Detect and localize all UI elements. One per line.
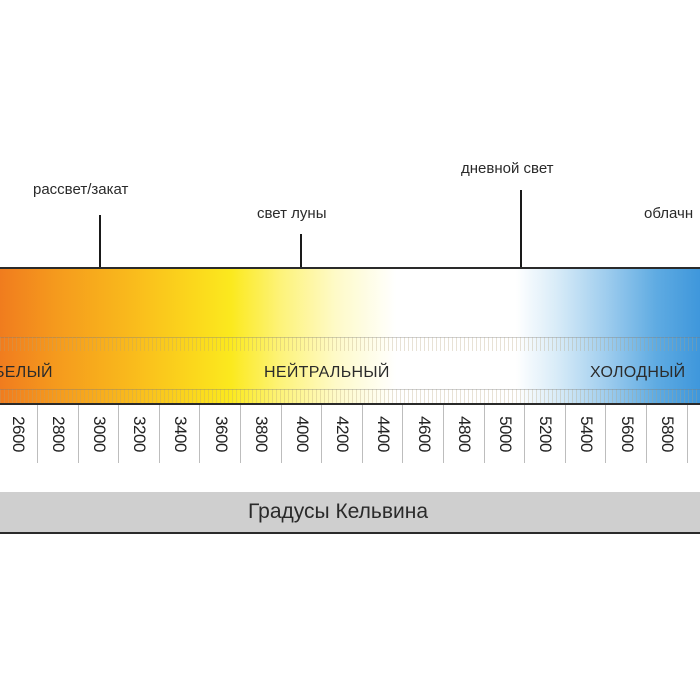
callout-daylight-label: дневной свет: [461, 160, 554, 177]
footer-title: Градусы Кельвина: [247, 500, 429, 523]
callout-sunrise-line: [99, 215, 101, 301]
kelvin-tick: 4200: [323, 405, 363, 463]
band-upper-divider: [0, 337, 700, 338]
kelvin-tick-label: 2600: [8, 416, 28, 452]
zone-label-cold: ХОЛОДНЫЙ: [590, 364, 686, 381]
kelvin-tick-label: 4200: [333, 416, 353, 452]
kelvin-tick-label: 5600: [617, 416, 637, 452]
kelvin-tick: 3000: [79, 405, 120, 463]
kelvin-tick-label: 5000: [495, 416, 515, 452]
kelvin-tick: 3600: [201, 405, 241, 463]
kelvin-tick-label: 4600: [414, 416, 434, 452]
band-lower-hatch: [0, 389, 700, 403]
zone-label-neutral: НЕЙТРАЛЬНЫЙ: [264, 364, 390, 381]
kelvin-tick: 3200: [120, 405, 160, 463]
kelvin-tick-label: 4800: [455, 416, 475, 452]
kelvin-tick-label: 3600: [211, 416, 231, 452]
kelvin-tick: 4400: [363, 405, 404, 463]
kelvin-tick: 5200: [526, 405, 566, 463]
kelvin-tick-label: 5400: [576, 416, 596, 452]
kelvin-tick: 5400: [566, 405, 607, 463]
color-temperature-gradient-bar: БЕЛЫЙ НЕЙТРАЛЬНЫЙ ХОЛОДНЫЙ: [0, 267, 700, 405]
kelvin-tick-label: 3800: [252, 416, 272, 452]
callout-daylight-line: [520, 190, 522, 301]
kelvin-tick: 4000: [282, 405, 323, 463]
kelvin-tick: 5600: [607, 405, 647, 463]
kelvin-tick: 2800: [39, 405, 79, 463]
kelvin-tick: 4800: [445, 405, 485, 463]
band-lower-divider: [0, 389, 700, 390]
kelvin-scale: 2600 2800 3000 3200 3400 3600 3800 4000 4200 4400…: [0, 405, 700, 463]
kelvin-tick: 4600: [404, 405, 444, 463]
band-upper-hatch: [0, 337, 700, 351]
kelvin-footer-bar: Градусы Кельвина: [0, 492, 700, 534]
kelvin-tick: 5800: [648, 405, 688, 463]
zone-label-warm: БЕЛЫЙ: [0, 364, 53, 381]
kelvin-tick-label: 3000: [89, 416, 109, 452]
kelvin-tick-label: 5800: [658, 416, 678, 452]
kelvin-tick-label: 5200: [536, 416, 556, 452]
kelvin-tick: 3800: [242, 405, 282, 463]
kelvin-tick: 5000: [485, 405, 526, 463]
callout-cloudy-label: облачн: [644, 205, 694, 222]
kelvin-tick: 2600: [0, 405, 38, 463]
kelvin-tick-label: 3200: [130, 416, 150, 452]
kelvin-tick-label: 4000: [292, 416, 312, 452]
callout-moon-label: свет луны: [257, 205, 327, 222]
kelvin-tick: 3400: [160, 405, 201, 463]
kelvin-tick-label: 3400: [170, 416, 190, 452]
kelvin-tick-label: 4400: [373, 416, 393, 452]
kelvin-tick-label: 2800: [49, 416, 69, 452]
kelvin-tick: 6000: [688, 405, 700, 463]
callout-sunrise-label: рассвет/закат: [33, 181, 129, 198]
